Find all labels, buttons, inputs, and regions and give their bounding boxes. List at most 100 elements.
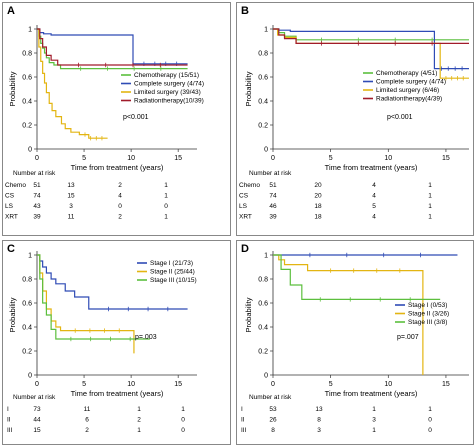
x-tick-label: 10 bbox=[384, 155, 392, 162]
risk-cell: 0 bbox=[164, 203, 168, 210]
y-tick-label: 1 bbox=[264, 253, 268, 260]
y-axis-title: Probability bbox=[244, 71, 253, 106]
y-tick-label: 0.8 bbox=[22, 277, 32, 284]
legend-label: Stage I (0/53) bbox=[408, 302, 447, 309]
x-tick-label: 5 bbox=[82, 381, 86, 388]
y-axis-title: Probability bbox=[244, 297, 253, 332]
y-tick-label: 0.6 bbox=[258, 301, 268, 308]
risk-cell: 0 bbox=[428, 417, 432, 424]
risk-cell: 74 bbox=[269, 193, 277, 200]
risk-cell: 39 bbox=[33, 214, 41, 221]
x-axis-title: Time from treatment (years) bbox=[325, 389, 418, 398]
panel-c: C 0 0.2 0.4 0.6 0.8 1 0 5 10 15 Probability Time fro… bbox=[2, 240, 231, 445]
risk-cell: 18 bbox=[314, 214, 322, 221]
x-tick-label: 10 bbox=[384, 381, 392, 388]
y-axis-title: Probability bbox=[8, 71, 17, 106]
risk-row-label: CS bbox=[5, 193, 15, 200]
legend-label: Chemotherapy (4/51) bbox=[376, 70, 437, 77]
risk-cell: 6 bbox=[85, 417, 89, 424]
risk-cell: 4 bbox=[372, 214, 376, 221]
risk-cell: 1 bbox=[428, 203, 432, 210]
risk-table-title: Number at risk bbox=[249, 170, 292, 177]
km-curve-4 bbox=[273, 28, 469, 44]
risk-cell: 11 bbox=[84, 406, 91, 413]
y-tick-label: 0 bbox=[264, 147, 268, 154]
risk-cell: 1 bbox=[164, 214, 168, 221]
risk-cell: 1 bbox=[164, 182, 168, 189]
legend-label: Radiationtherapy(10/39) bbox=[134, 98, 204, 105]
legend-label: Limited surgery (39/43) bbox=[134, 89, 201, 96]
x-axis-title: Time from treatment (years) bbox=[71, 163, 164, 172]
risk-row-label: LS bbox=[5, 203, 14, 210]
risk-cell: 4 bbox=[372, 182, 376, 189]
y-axis-title: Probability bbox=[8, 297, 17, 332]
panel-letter: B bbox=[241, 5, 249, 17]
km-curve-1 bbox=[37, 28, 188, 70]
risk-cell: 26 bbox=[269, 417, 277, 424]
km-curve-3 bbox=[273, 254, 441, 300]
risk-row-label: XRT bbox=[5, 214, 18, 221]
legend-label: Stage II (25/44) bbox=[150, 269, 195, 276]
p-value: p=.003 bbox=[135, 334, 157, 341]
legend-label: Complete surgery (4/74) bbox=[134, 81, 204, 88]
km-curve-3 bbox=[37, 254, 150, 340]
x-tick-label: 5 bbox=[329, 381, 333, 388]
risk-cell: 18 bbox=[314, 203, 322, 210]
risk-table-title: Number at risk bbox=[13, 394, 56, 401]
risk-cell: 20 bbox=[314, 182, 322, 189]
risk-cell: 1 bbox=[372, 427, 376, 434]
risk-row-label: II bbox=[7, 417, 11, 424]
risk-cell: 4 bbox=[118, 193, 122, 200]
x-tick-label: 5 bbox=[82, 155, 86, 162]
risk-row-label: XRT bbox=[239, 214, 252, 221]
panel-d: D 0 0.2 0.4 0.6 0.8 1 0 5 10 15 Probability Time fro… bbox=[236, 240, 474, 445]
y-tick-label: 0.8 bbox=[258, 277, 268, 284]
km-curve-2 bbox=[37, 254, 135, 354]
y-tick-label: 0.2 bbox=[258, 123, 268, 130]
risk-cell: 73 bbox=[33, 406, 41, 413]
y-tick-label: 0.6 bbox=[258, 75, 268, 82]
x-tick-label: 15 bbox=[174, 381, 182, 388]
risk-cell: 1 bbox=[372, 406, 376, 413]
risk-cell: 1 bbox=[181, 406, 185, 413]
risk-row-label: I bbox=[241, 406, 243, 413]
risk-cell: 51 bbox=[33, 182, 41, 189]
y-tick-label: 0.2 bbox=[22, 123, 32, 130]
risk-cell: 13 bbox=[67, 182, 75, 189]
y-tick-label: 0.4 bbox=[22, 325, 32, 332]
y-tick-label: 0.6 bbox=[22, 75, 32, 82]
x-tick-label: 15 bbox=[442, 381, 450, 388]
risk-cell: 43 bbox=[33, 203, 41, 210]
x-axis-title: Time from treatment (years) bbox=[71, 389, 164, 398]
panel-a: A 0 0.2 0.4 0.6 0.8 1 0 5 10 15 Probability Time fro… bbox=[2, 2, 231, 236]
x-tick-label: 10 bbox=[127, 381, 135, 388]
risk-cell: 44 bbox=[33, 417, 41, 424]
y-tick-label: 0.4 bbox=[258, 325, 268, 332]
risk-cell: 2 bbox=[118, 182, 122, 189]
legend-label: Limited surgery (6/46) bbox=[376, 87, 439, 94]
legend-label: Stage I (21/73) bbox=[150, 260, 193, 267]
risk-cell: 2 bbox=[85, 427, 89, 434]
risk-cell: 3 bbox=[372, 417, 376, 424]
risk-cell: 3 bbox=[317, 427, 321, 434]
panel-letter: D bbox=[241, 243, 249, 255]
x-tick-label: 0 bbox=[35, 381, 39, 388]
risk-row-label: Chemo bbox=[239, 182, 260, 189]
risk-cell: 0 bbox=[181, 427, 185, 434]
panel-b: B 0 0.2 0.4 0.6 0.8 1 0 5 10 15 Probability Time fro… bbox=[236, 2, 474, 236]
panel-letter: C bbox=[7, 243, 15, 255]
risk-cell: 46 bbox=[269, 203, 277, 210]
risk-cell: 2 bbox=[118, 214, 122, 221]
risk-cell: 51 bbox=[269, 182, 277, 189]
risk-cell: 1 bbox=[137, 427, 141, 434]
risk-cell: 0 bbox=[428, 427, 432, 434]
risk-table-title: Number at risk bbox=[249, 394, 292, 401]
y-tick-label: 1 bbox=[264, 27, 268, 34]
y-tick-label: 0.2 bbox=[258, 349, 268, 356]
legend-label: Chemotherapy (15/51) bbox=[134, 72, 199, 79]
y-tick-label: 0.4 bbox=[22, 99, 32, 106]
legend-label: Radiationtherapy(4/39) bbox=[376, 96, 442, 103]
